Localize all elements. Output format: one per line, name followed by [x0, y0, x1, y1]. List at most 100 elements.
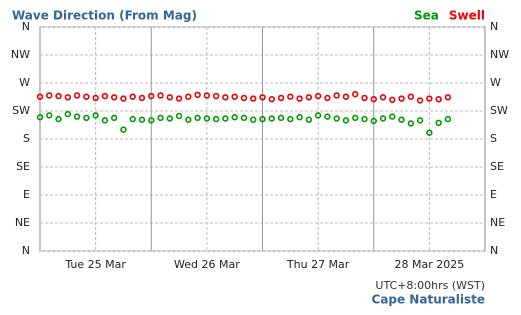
point — [185, 93, 192, 100]
point — [55, 115, 62, 123]
point — [194, 91, 201, 99]
point — [83, 93, 90, 100]
point — [175, 95, 183, 102]
y-tick-label: NW — [11, 48, 30, 61]
y-tick-label-right: SW — [490, 104, 508, 117]
y-tick-label-right: W — [490, 76, 501, 89]
point — [398, 116, 405, 123]
point — [231, 93, 238, 100]
point — [305, 116, 313, 123]
point — [110, 94, 118, 101]
point — [305, 94, 313, 101]
point — [370, 117, 377, 125]
point — [416, 117, 424, 124]
point — [324, 94, 331, 102]
x-tick-label: Thu 27 Mar — [286, 258, 350, 271]
point — [185, 116, 192, 123]
point — [352, 90, 359, 98]
point — [259, 94, 266, 101]
point — [379, 115, 387, 122]
point — [444, 94, 452, 101]
point — [259, 115, 266, 123]
point — [166, 115, 173, 122]
y-tick-label-right: SE — [490, 160, 504, 173]
point — [36, 93, 44, 100]
point — [92, 112, 99, 119]
point — [203, 115, 211, 122]
point — [157, 114, 164, 122]
legend-entry: Sea — [414, 9, 439, 23]
point — [426, 95, 433, 102]
point — [36, 114, 44, 121]
point — [416, 97, 424, 104]
point — [361, 115, 368, 123]
point — [83, 114, 90, 122]
point — [46, 112, 53, 119]
point — [370, 95, 377, 103]
point — [389, 113, 396, 120]
point — [389, 96, 396, 104]
point — [148, 92, 155, 100]
point — [240, 114, 248, 122]
point — [314, 92, 322, 100]
y-tick-label-right: E — [490, 188, 497, 201]
point — [101, 117, 109, 124]
point — [407, 120, 415, 127]
x-tick-label: 28 Mar 2025 — [395, 258, 465, 271]
point — [73, 113, 81, 120]
y-tick-label: SW — [12, 104, 30, 117]
point — [138, 94, 146, 102]
point — [212, 115, 220, 123]
point — [250, 95, 257, 102]
y-tick-label: N — [22, 244, 30, 257]
point — [203, 92, 211, 99]
point — [148, 117, 155, 124]
point — [166, 94, 173, 101]
point — [120, 95, 127, 102]
point — [129, 93, 136, 100]
chart-title: Wave Direction (From Mag) — [12, 9, 197, 23]
point — [287, 115, 294, 123]
y-tick-label: W — [19, 76, 30, 89]
point — [296, 95, 303, 102]
point — [120, 126, 127, 133]
y-tick-label: E — [23, 188, 30, 201]
point — [342, 93, 350, 100]
point — [250, 116, 257, 123]
point — [55, 92, 62, 100]
point — [277, 94, 285, 102]
point — [175, 112, 183, 120]
y-tick-label: NE — [15, 216, 30, 229]
point — [277, 114, 285, 122]
point — [444, 115, 452, 123]
y-tick-label-right: N — [490, 244, 498, 257]
y-tick-label-right: S — [490, 132, 497, 145]
point — [157, 92, 164, 99]
y-tick-label-right: NW — [490, 48, 509, 61]
point — [212, 92, 220, 100]
point — [352, 114, 359, 122]
point — [64, 110, 72, 118]
y-tick-label-right: N — [490, 20, 498, 33]
point — [407, 93, 415, 100]
point — [110, 114, 118, 122]
point — [333, 92, 340, 99]
point — [222, 94, 229, 101]
x-tick-label: Tue 25 Mar — [64, 258, 126, 271]
point — [268, 95, 275, 103]
y-tick-label: N — [22, 20, 30, 33]
legend-entry: Swell — [449, 9, 485, 23]
point — [398, 95, 405, 102]
point — [194, 114, 201, 122]
location: Cape Naturaliste — [372, 293, 486, 307]
point — [46, 92, 53, 99]
x-tick-label: Wed 26 Mar — [174, 258, 240, 271]
point — [426, 129, 433, 136]
point — [379, 94, 387, 101]
point — [101, 92, 109, 100]
point — [342, 117, 350, 124]
point — [435, 95, 442, 103]
point — [222, 115, 229, 122]
y-tick-label: SE — [16, 160, 30, 173]
